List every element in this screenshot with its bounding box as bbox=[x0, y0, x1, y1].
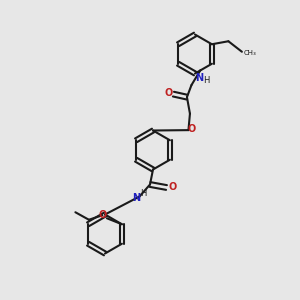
Text: O: O bbox=[168, 182, 177, 193]
Text: O: O bbox=[187, 124, 196, 134]
Text: O: O bbox=[98, 210, 106, 220]
Text: H: H bbox=[140, 189, 146, 198]
Text: H: H bbox=[203, 76, 210, 85]
Text: O: O bbox=[165, 88, 173, 98]
Text: CH₃: CH₃ bbox=[243, 50, 256, 56]
Text: N: N bbox=[195, 73, 203, 82]
Text: N: N bbox=[132, 193, 141, 203]
